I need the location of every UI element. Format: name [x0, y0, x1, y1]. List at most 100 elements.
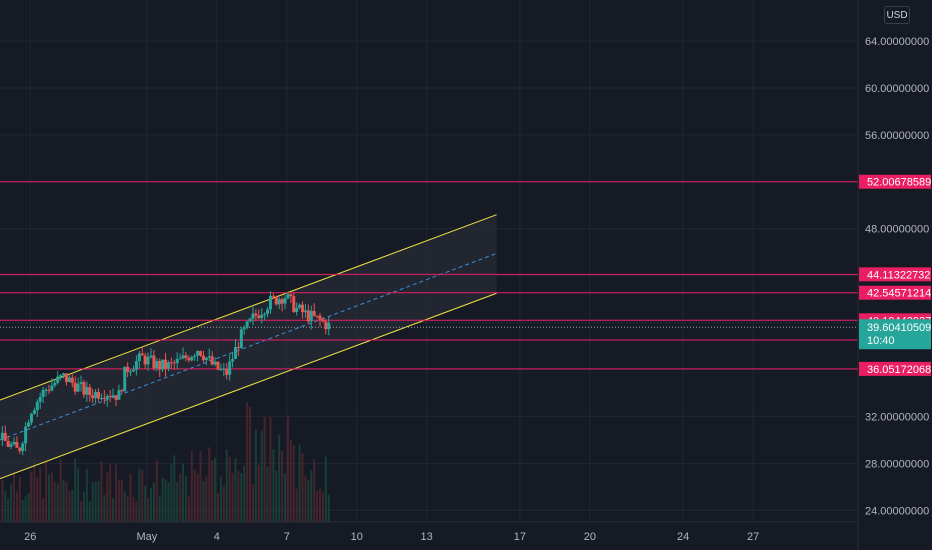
volume-bar	[24, 496, 27, 522]
candle-body	[146, 357, 150, 365]
candle-body	[76, 383, 80, 392]
candle-body	[207, 356, 211, 358]
volume-bar	[167, 482, 170, 522]
candle-body	[274, 296, 278, 305]
candle-body	[257, 315, 261, 319]
volume-bar	[88, 501, 91, 522]
time-tick-label: May	[136, 531, 157, 543]
candle-body	[50, 385, 54, 391]
volume-bar	[74, 458, 77, 522]
candle-body	[53, 382, 57, 386]
volume-bar	[278, 434, 281, 522]
candle-body	[219, 369, 223, 371]
currency-badge[interactable]: USD	[884, 6, 910, 24]
volume-bar	[240, 473, 243, 522]
volume-layer	[1, 402, 330, 522]
candle-body	[164, 359, 168, 369]
volume-bar	[152, 481, 155, 522]
volume-bar	[117, 479, 120, 522]
candle-body	[158, 360, 162, 370]
volume-bar	[275, 470, 278, 522]
volume-bar	[59, 459, 62, 522]
channel-fill	[0, 214, 497, 479]
volume-bar	[135, 501, 138, 522]
candle-body	[126, 366, 130, 373]
candle-body	[108, 395, 112, 397]
candle-body	[143, 355, 147, 365]
volume-bar	[179, 473, 182, 522]
candle-body	[85, 387, 89, 395]
candle-body	[29, 413, 33, 423]
candle-body	[231, 358, 235, 362]
candle-body	[91, 395, 95, 399]
volume-bar	[202, 481, 205, 522]
volume-bar	[281, 450, 284, 522]
price-tick-label: 60.00000000	[865, 83, 929, 95]
volume-bar	[7, 498, 10, 522]
volume-bar	[33, 457, 36, 522]
volume-bar	[94, 481, 97, 522]
volume-bar	[272, 449, 275, 522]
candle-body	[245, 321, 249, 328]
volume-bar	[50, 472, 53, 522]
candle-body	[24, 426, 28, 444]
candle-body	[292, 296, 296, 312]
level-label-bg	[859, 361, 931, 376]
level-label-bg	[859, 285, 931, 300]
volume-bar	[147, 498, 150, 522]
candle-body	[41, 389, 45, 397]
volume-bar	[80, 500, 83, 522]
candle-body	[283, 298, 287, 304]
candle-body	[301, 304, 305, 313]
channel-mid-line	[0, 252, 497, 441]
volume-bar	[144, 485, 147, 522]
volume-bar	[316, 490, 319, 522]
volume-bar	[208, 447, 211, 522]
candle-body	[327, 322, 331, 330]
volume-bar	[243, 465, 246, 522]
candle-body	[47, 389, 51, 391]
time-tick-label: 10	[351, 531, 363, 543]
volume-bar	[161, 478, 164, 522]
candle-body	[35, 401, 39, 411]
horizontal-levels	[0, 181, 858, 370]
volume-bar	[176, 481, 179, 522]
candle-body	[204, 357, 208, 361]
candle-body	[271, 295, 275, 297]
candle-body	[193, 355, 197, 357]
volume-bar	[187, 496, 190, 522]
time-tick-label: 24	[677, 531, 689, 543]
candle-body	[120, 390, 124, 392]
volume-bar	[216, 492, 219, 522]
level-label-bg	[859, 267, 931, 282]
candle-body	[181, 355, 185, 359]
candle-body	[266, 309, 270, 314]
volume-bar	[120, 480, 123, 522]
volume-bar	[114, 464, 117, 522]
volume-bar	[251, 483, 254, 522]
volume-bar	[190, 450, 193, 522]
volume-bar	[298, 444, 301, 522]
candle-body	[312, 310, 316, 316]
volume-bar	[193, 469, 196, 522]
volume-bar	[214, 457, 217, 522]
volume-bar	[53, 481, 56, 522]
current-price-label: 39.60410509	[867, 322, 931, 334]
level-label: 52.00678589	[867, 177, 931, 189]
candle-body	[21, 443, 25, 452]
candle-body	[64, 373, 68, 382]
regression-channel	[0, 214, 497, 480]
volume-bar	[4, 491, 7, 522]
price-labels: 52.0067858944.1132273242.5457121440.1944…	[859, 174, 931, 376]
candle-body	[324, 321, 328, 330]
candle-body	[295, 307, 299, 312]
candle-body	[242, 327, 246, 330]
volume-bar	[254, 429, 257, 522]
candle-body	[184, 355, 188, 359]
candle-body	[94, 391, 98, 399]
volume-bar	[286, 416, 289, 522]
volume-bar	[199, 450, 202, 522]
price-tick-label: 56.00000000	[865, 130, 929, 142]
candle-body	[298, 304, 302, 308]
